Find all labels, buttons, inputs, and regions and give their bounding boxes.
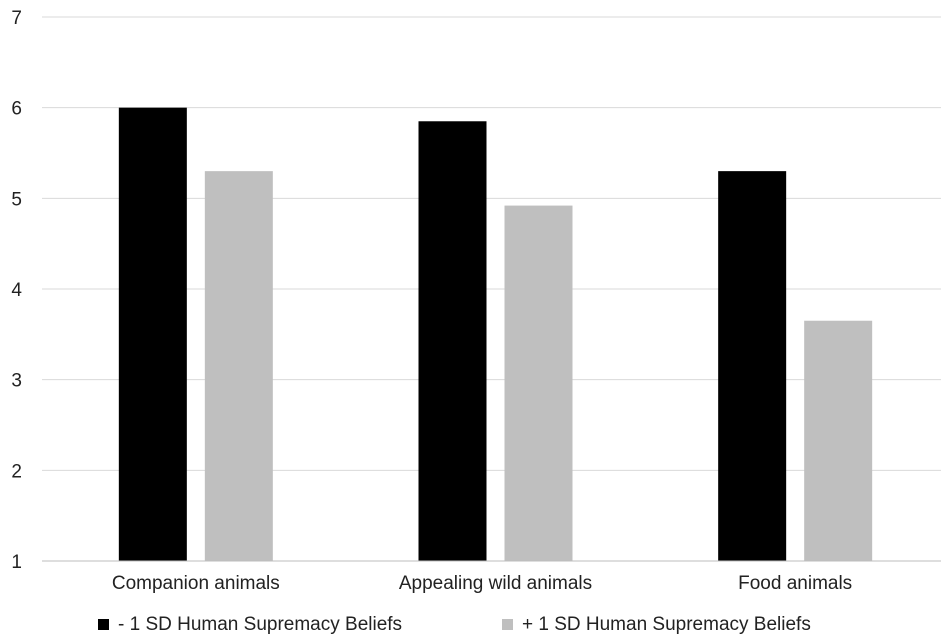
bar	[718, 171, 787, 561]
y-tick-label: 6	[11, 99, 22, 120]
x-category-label: Appealing wild animals	[399, 573, 592, 594]
x-category-label: Food animals	[738, 573, 852, 594]
legend: - 1 SD Human Supremacy Beliefs + 1 SD Hum…	[98, 614, 811, 635]
bar	[118, 107, 187, 562]
bar	[804, 320, 873, 561]
gridlines	[42, 16, 941, 471]
y-tick-label: 3	[11, 371, 22, 392]
legend-label: + 1 SD Human Supremacy Beliefs	[522, 614, 811, 635]
y-tick-label: 7	[11, 8, 22, 29]
legend-swatch	[502, 619, 513, 630]
bar	[204, 171, 273, 561]
y-axis-ticks: 1 2 3 4 5 6 7	[11, 8, 22, 573]
bars	[118, 107, 873, 562]
y-tick-label: 2	[11, 461, 22, 482]
x-category-label: Companion animals	[112, 573, 280, 594]
y-tick-label: 5	[11, 189, 22, 210]
legend-label: - 1 SD Human Supremacy Beliefs	[118, 614, 402, 635]
x-axis-categories: Companion animals Appealing wild animals F…	[112, 573, 852, 594]
y-tick-label: 4	[11, 280, 22, 301]
bar	[418, 121, 487, 562]
legend-swatch	[98, 619, 109, 630]
y-tick-label: 1	[11, 552, 22, 573]
bar	[504, 205, 573, 561]
